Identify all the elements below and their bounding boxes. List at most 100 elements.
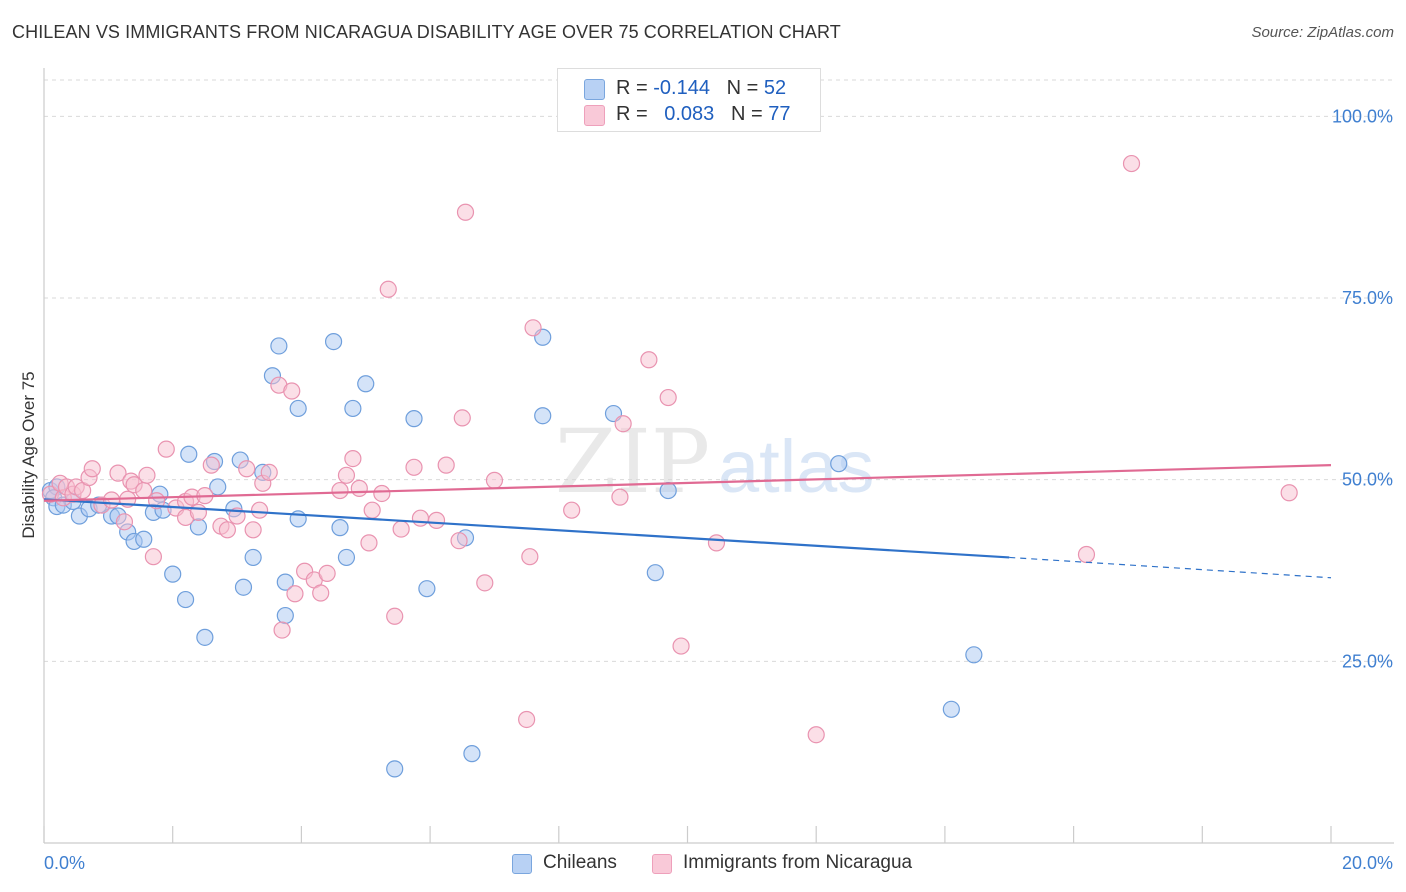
nicaragua-point — [640, 351, 658, 369]
chileans-point — [324, 333, 343, 351]
nicaragua-point — [238, 460, 256, 478]
chileans-point — [534, 407, 552, 425]
nicaragua-point — [411, 509, 430, 527]
nicaragua-point — [312, 584, 330, 602]
nicaragua-point — [202, 456, 220, 474]
chileans-point — [164, 565, 182, 583]
bottom-legend-label: Immigrants from Nicaragua — [683, 852, 913, 873]
chileans-trend-extension — [1009, 556, 1332, 579]
legend-swatch-pink — [584, 105, 605, 126]
nicaragua-point — [344, 449, 362, 468]
y-tick-label: 100.0% — [1332, 106, 1393, 126]
nicaragua-point — [518, 710, 536, 729]
grid-lines — [44, 79, 1394, 662]
nicaragua-point — [138, 466, 156, 484]
nicaragua-point — [611, 488, 629, 506]
nicaragua-point — [115, 513, 134, 531]
bottom-legend-label: Chileans — [543, 852, 617, 873]
chileans-point — [386, 760, 404, 778]
nicaragua-point — [350, 479, 368, 497]
chileans-point — [830, 455, 848, 473]
y-tick-label: 25.0% — [1342, 651, 1393, 671]
chileans-point — [405, 410, 423, 428]
nicaragua-point — [318, 564, 336, 583]
nicaragua-point — [83, 460, 101, 478]
nicaragua-point — [456, 203, 475, 221]
chileans-point — [646, 564, 664, 582]
chart-title: CHILEAN VS IMMIGRANTS FROM NICARAGUA DIS… — [12, 22, 841, 42]
nicaragua-point — [807, 726, 825, 744]
nicaragua-point — [1077, 545, 1096, 564]
watermark-zip: ZIP — [555, 410, 710, 513]
chileans-point — [337, 548, 356, 567]
nicaragua-point — [273, 621, 291, 639]
nicaragua-point — [373, 484, 391, 503]
chileans-point — [234, 578, 253, 596]
chileans-point — [418, 580, 436, 598]
chileans-point — [965, 646, 983, 664]
nicaragua-point — [614, 415, 632, 433]
nicaragua-point — [331, 481, 349, 500]
chileans-point — [176, 590, 195, 609]
nicaragua-point — [363, 501, 381, 519]
legend: R = -0.144 N = 52 R = 0.083 N = 77 — [557, 68, 821, 132]
data-points — [41, 154, 1298, 778]
nicaragua-point — [453, 409, 471, 427]
nicaragua-point — [109, 464, 127, 482]
watermark: ZIP atlas — [555, 410, 874, 513]
chileans-point — [463, 745, 481, 763]
chileans-point — [276, 573, 294, 591]
bottom-legend-swatch-blue — [512, 854, 532, 874]
legend-n-value: 52 — [763, 77, 787, 99]
nicaragua-point — [524, 319, 542, 337]
nicaragua-point — [386, 607, 404, 625]
nicaragua-point — [218, 521, 236, 539]
nicaragua-point — [283, 382, 301, 400]
legend-n-label: N = — [730, 103, 769, 125]
nicaragua-point — [360, 534, 378, 552]
watermark-atlas: atlas — [718, 425, 874, 508]
nicaragua-point — [260, 463, 278, 481]
nicaragua-point — [189, 503, 208, 521]
legend-r-label: R = — [616, 103, 654, 125]
nicaragua-point — [405, 458, 423, 476]
nicaragua-point — [392, 520, 410, 538]
legend-n-value: 77 — [768, 103, 791, 125]
nicaragua-point — [286, 585, 304, 603]
chileans-point — [276, 606, 294, 625]
nicaragua-point — [1122, 154, 1141, 173]
nicaragua-point — [144, 548, 162, 566]
legend-n-label: N = — [726, 77, 764, 99]
nicaragua-point — [437, 456, 455, 474]
x-tick-label: 20.0% — [1342, 853, 1393, 873]
nicaragua-point — [157, 440, 175, 458]
nicaragua-point — [485, 471, 504, 489]
nicaragua-point — [244, 521, 262, 539]
trend-lines — [43, 464, 1332, 579]
tick-labels: 100.0% 75.0% 50.0% 25.0% 0.0% 20.0% — [44, 106, 1393, 873]
nicaragua-point — [379, 280, 397, 298]
y-axis-label: Disability Age Over 75 — [19, 371, 38, 538]
chileans-point — [180, 445, 198, 463]
source-label: Source: ZipAtlas.com — [1251, 24, 1394, 41]
nicaragua-point — [659, 388, 677, 407]
y-tick-label: 50.0% — [1342, 470, 1393, 490]
nicaragua-point — [476, 574, 494, 592]
nicaragua-point — [563, 501, 581, 519]
nicaragua-point — [672, 637, 690, 655]
nicaragua-point — [707, 534, 726, 552]
chileans-point — [344, 399, 362, 418]
chileans-point — [289, 399, 307, 418]
nicaragua-point — [337, 466, 356, 484]
chileans-point — [357, 375, 375, 393]
chileans-point — [331, 519, 349, 537]
chileans-point — [659, 481, 677, 500]
axes — [43, 68, 1394, 844]
nicaragua-point — [450, 532, 468, 550]
chileans-point — [135, 530, 153, 548]
nicaragua-trend-line — [43, 464, 1332, 502]
legend-r-value: 0.083 — [664, 103, 715, 125]
chileans-point — [244, 548, 262, 567]
chileans-point — [942, 700, 960, 718]
